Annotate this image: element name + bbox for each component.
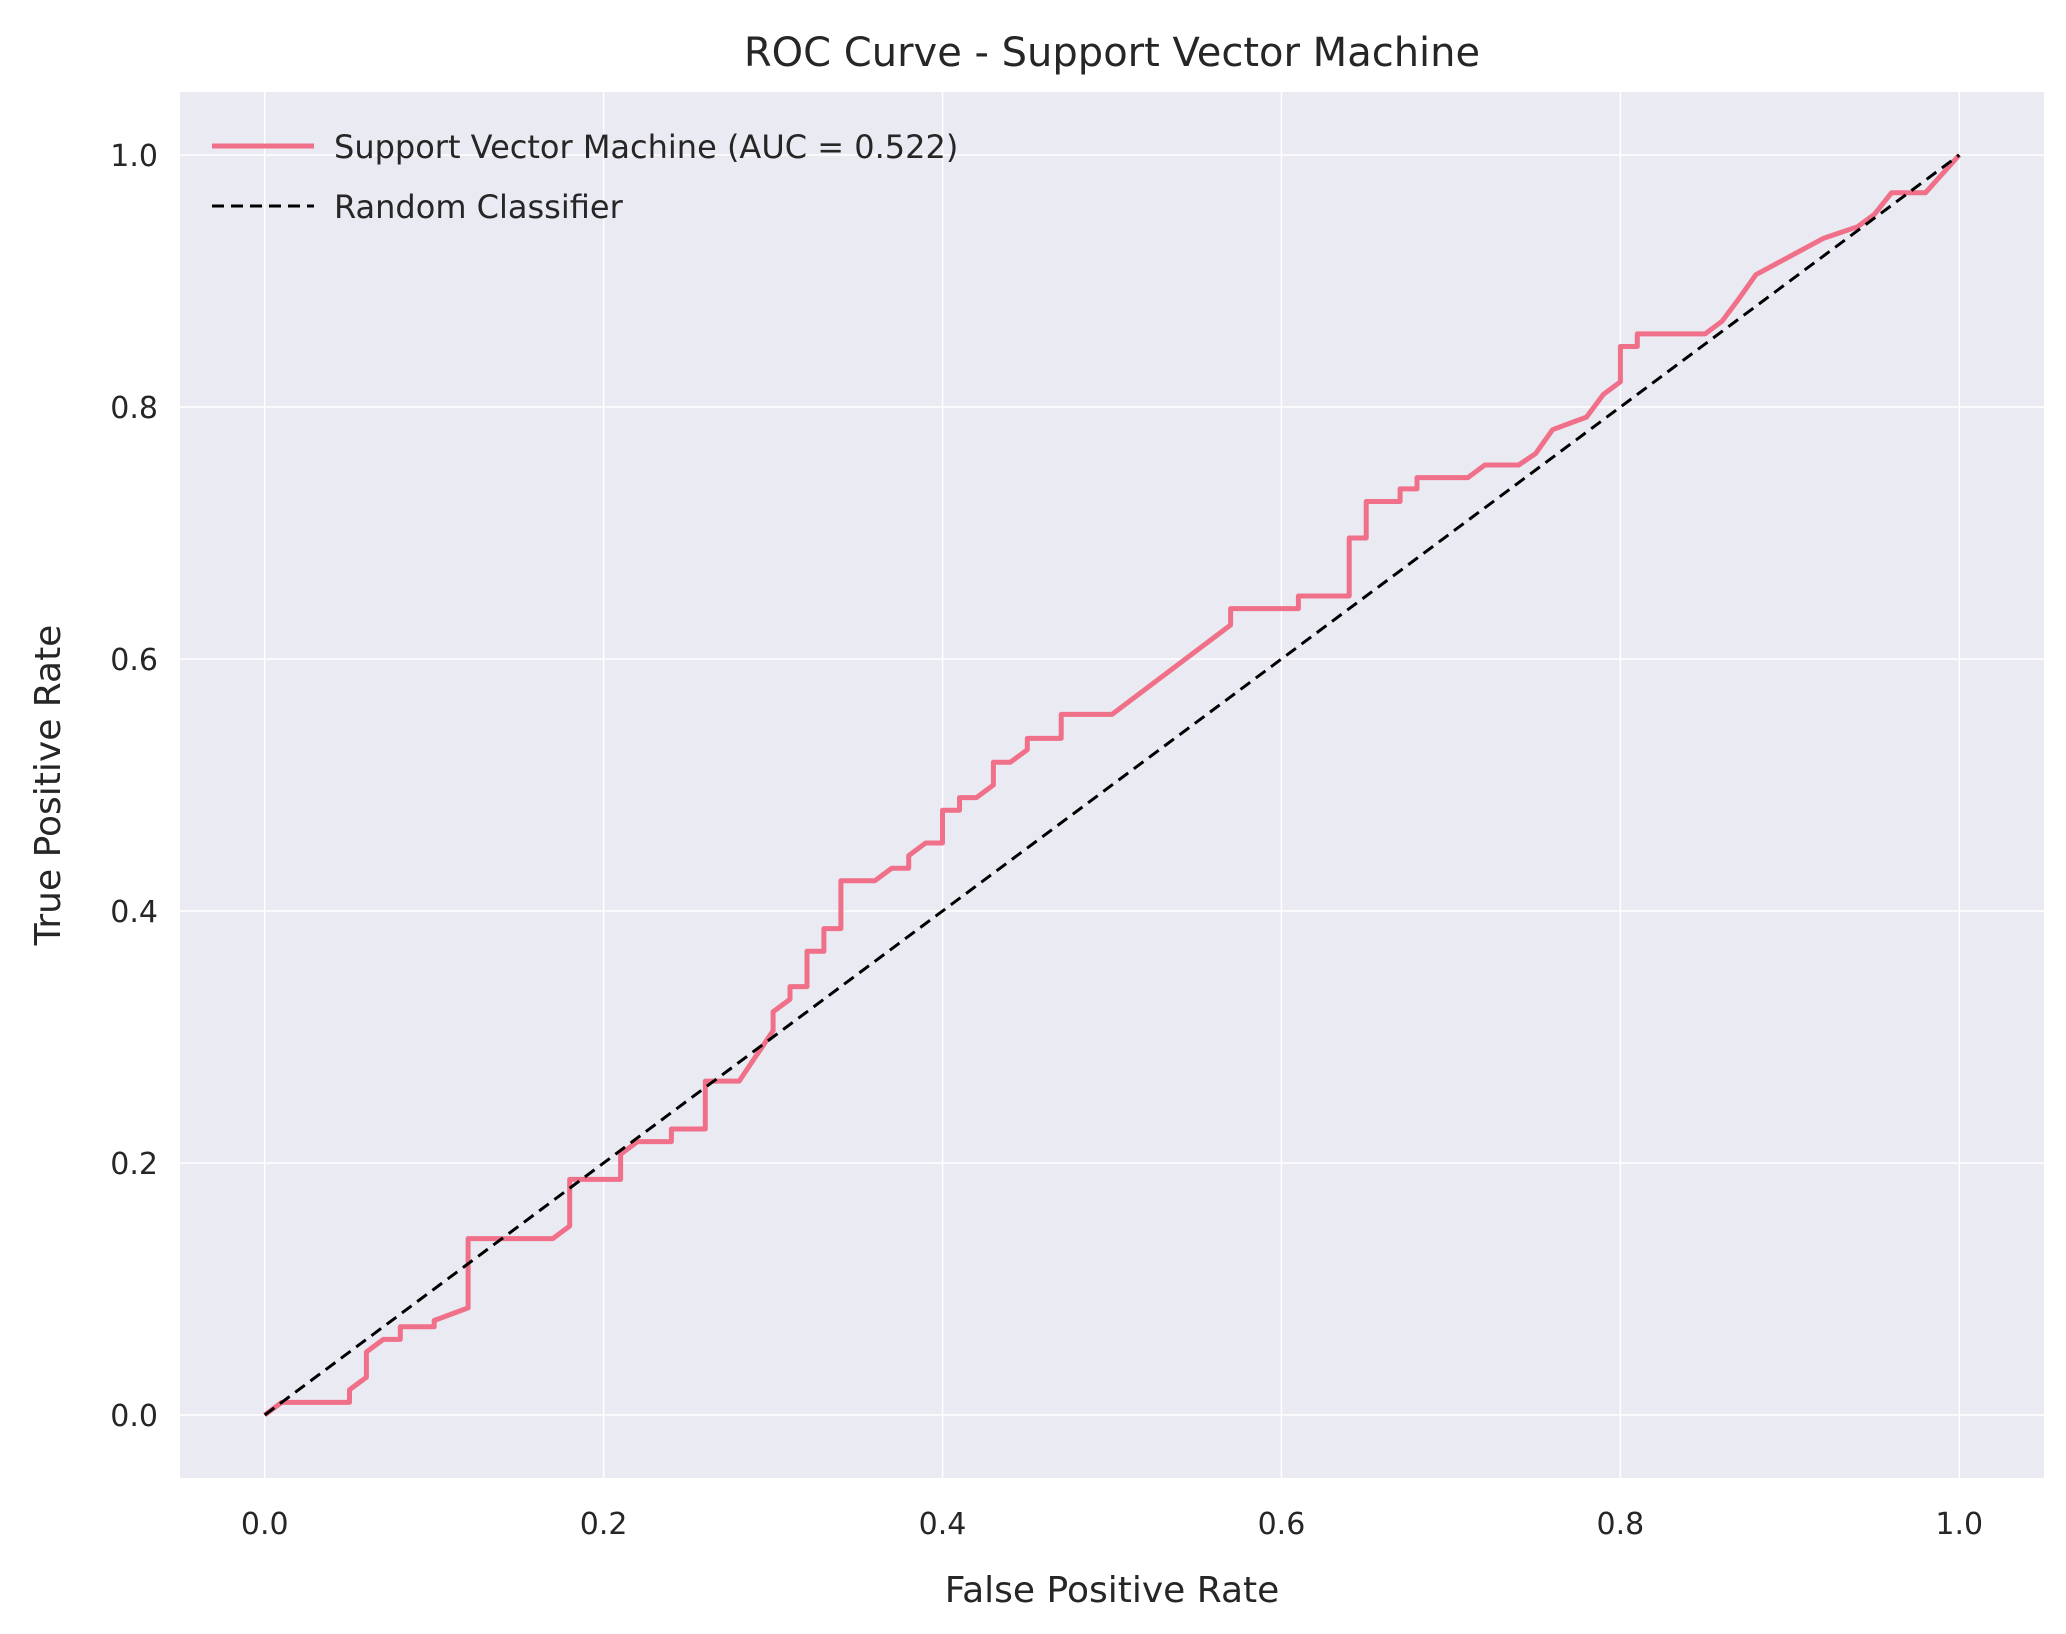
legend: Support Vector Machine (AUC = 0.522) Ran… [212,128,958,226]
series-layer [263,153,1962,1418]
x-tick-label: 0.2 [580,1507,628,1542]
y-tick-label: 0.4 [110,895,158,930]
y-tick-label: 0.0 [110,1399,158,1434]
tick-labels: 0.0 0.2 0.4 0.6 0.8 1.0 0.0 0.2 0.4 0.6 0.8 1.0 [110,139,1983,1542]
y-tick-label: 1.0 [110,139,158,174]
y-tick-label: 0.6 [110,643,158,678]
legend-label-roc: Support Vector Machine (AUC = 0.522) [334,128,958,166]
x-tick-label: 0.0 [241,1507,289,1542]
x-tick-label: 0.6 [1258,1507,1306,1542]
y-tick-label: 0.2 [110,1147,158,1182]
x-tick-label: 0.4 [919,1507,967,1542]
x-tick-label: 0.8 [1597,1507,1645,1542]
random-classifier-line [263,153,1961,1417]
roc-curve-line [263,153,1962,1418]
chart-title: ROC Curve - Support Vector Machine [744,30,1480,76]
y-tick-label: 0.8 [110,391,158,426]
y-axis-label: True Positive Rate [28,625,69,947]
legend-label-random: Random Classifier [334,188,624,226]
x-axis-label: False Positive Rate [945,1570,1280,1611]
x-tick-label: 1.0 [1935,1507,1983,1542]
grid-lines [180,92,2044,1478]
